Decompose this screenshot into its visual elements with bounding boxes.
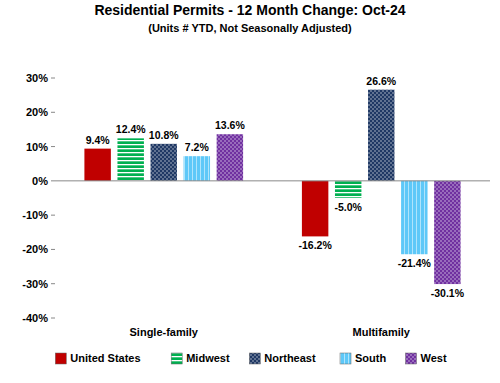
zero-line (55, 180, 490, 181)
data-label: 10.8% (149, 129, 179, 141)
category-label: Single-family (130, 326, 199, 338)
data-label: 26.6% (366, 75, 396, 87)
data-label: 12.4% (116, 123, 146, 135)
legend-swatch (406, 353, 417, 364)
y-tick (51, 112, 55, 113)
y-tick (51, 283, 55, 284)
y-tick-label: -30% (22, 278, 48, 290)
y-tick-label: 20% (26, 106, 48, 118)
bar (84, 149, 110, 181)
y-tick (51, 249, 55, 250)
legend: United States Midwest Northeast South West (55, 352, 447, 364)
y-tick (51, 78, 55, 79)
subtitle: (Units # YTD, Not Seasonally Adjusted) (148, 22, 352, 34)
bar (335, 181, 361, 198)
legend-swatch (340, 353, 351, 364)
data-label: 9.4% (86, 134, 111, 146)
legend-label: United States (70, 352, 140, 364)
y-tick-label: 0% (32, 175, 48, 187)
y-tick-label: 10% (26, 141, 48, 153)
chart: Residential Permits - 12 Month Change: O… (0, 0, 500, 383)
y-tick (51, 215, 55, 216)
bar (434, 181, 460, 284)
bar (151, 144, 177, 181)
legend-label: Northeast (264, 352, 316, 364)
legend-label: South (355, 352, 386, 364)
bar (302, 181, 328, 237)
y-tick-label: 30% (26, 72, 48, 84)
legend-swatch (171, 353, 182, 364)
y-tick-label: -10% (22, 209, 48, 221)
legend-swatch (55, 353, 66, 364)
y-tick-label: -20% (22, 243, 48, 255)
legend-label: West (421, 352, 447, 364)
category-label: Multifamily (353, 326, 411, 338)
data-labels: 9.4% 12.4%10.8% 7.2% 13.6% -16.2% -5.0% 26.6% -… (86, 75, 465, 299)
legend-swatch (249, 353, 260, 364)
legend-label: Midwest (186, 352, 230, 364)
bar (184, 156, 210, 181)
data-label: -16.2% (298, 239, 332, 251)
data-label: -5.0% (334, 201, 362, 213)
bar (368, 90, 394, 181)
y-tick (51, 180, 55, 181)
bar (217, 134, 243, 181)
y-tick (51, 146, 55, 147)
data-label: -30.1% (431, 287, 465, 299)
bar (117, 138, 143, 181)
y-tick (51, 318, 55, 319)
bars (84, 90, 460, 284)
data-label: 13.6% (215, 119, 245, 131)
y-tick-label: -40% (22, 312, 48, 324)
data-label: -21.4% (398, 257, 432, 269)
data-label: 7.2% (185, 141, 210, 153)
bar (401, 181, 427, 254)
title: Residential Permits - 12 Month Change: O… (94, 2, 405, 18)
